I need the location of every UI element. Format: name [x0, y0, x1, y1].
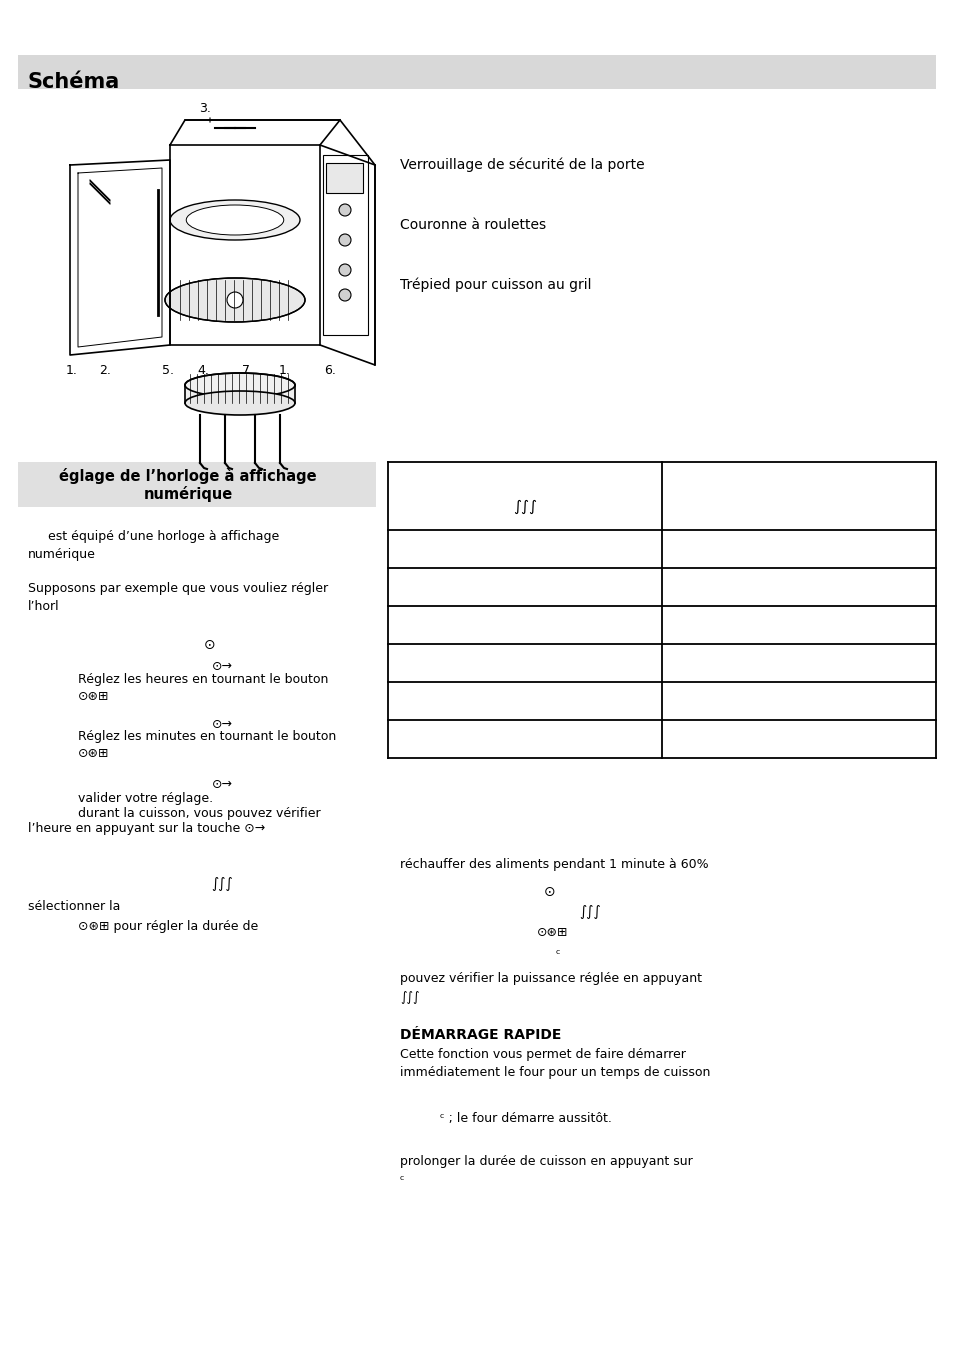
Text: 1.: 1.	[66, 363, 78, 376]
Text: Supposons par exemple que vous vouliez régler
l’horl: Supposons par exemple que vous vouliez r…	[28, 582, 328, 613]
Text: Couronne à roulettes: Couronne à roulettes	[399, 218, 545, 232]
Ellipse shape	[185, 372, 294, 397]
Text: Réglez les heures en tournant le bouton: Réglez les heures en tournant le bouton	[78, 673, 328, 686]
Bar	[326, 162, 363, 194]
Bar	[18, 462, 375, 506]
Text: ⊙: ⊙	[204, 638, 215, 653]
Circle shape	[338, 204, 351, 217]
Circle shape	[338, 288, 351, 301]
Ellipse shape	[165, 278, 305, 322]
Text: ⊙→: ⊙→	[212, 659, 233, 673]
Bar	[185, 385, 294, 403]
Text: 3.: 3.	[199, 102, 211, 115]
Text: 5.: 5.	[162, 363, 173, 376]
Text: 2.: 2.	[99, 363, 111, 376]
Text: 1.: 1.	[279, 363, 291, 376]
Text: prolonger la durée de cuisson en appuyant sur
ᶜ: prolonger la durée de cuisson en appuyan…	[399, 1155, 692, 1187]
Text: ⊙→: ⊙→	[212, 779, 233, 791]
Text: Réglez les minutes en tournant le bouton: Réglez les minutes en tournant le bouton	[78, 730, 335, 743]
Text: DÉMARRAGE RAPIDE: DÉMARRAGE RAPIDE	[399, 1028, 560, 1043]
Text: 6.: 6.	[324, 363, 335, 376]
Text: numérique: numérique	[143, 486, 233, 502]
Text: églage de l’horloge à affichage: églage de l’horloge à affichage	[59, 468, 316, 483]
Text: ∫∫∫: ∫∫∫	[578, 904, 600, 919]
Text: ᶜ: ᶜ	[555, 948, 559, 961]
Text: ⊙: ⊙	[543, 886, 556, 899]
Text: pouvez vérifier la puissance réglée en appuyant
∫∫∫: pouvez vérifier la puissance réglée en a…	[399, 972, 701, 1005]
Text: ⊙⊛⊞: ⊙⊛⊞	[78, 747, 110, 760]
Circle shape	[227, 292, 243, 307]
Text: Trépied pour cuisson au gril: Trépied pour cuisson au gril	[399, 278, 591, 292]
Circle shape	[338, 264, 351, 276]
Text: ᶜ ; le four démarre aussitôt.: ᶜ ; le four démarre aussitôt.	[439, 1112, 611, 1125]
Text: ∫∫∫: ∫∫∫	[211, 877, 233, 891]
Text: est équipé d’une horloge à affichage
numérique: est équipé d’une horloge à affichage num…	[28, 529, 279, 561]
Text: durant la cuisson, vous pouvez vérifier: durant la cuisson, vous pouvez vérifier	[78, 807, 320, 821]
Text: ⊙→: ⊙→	[212, 718, 233, 731]
Text: ∫∫∫: ∫∫∫	[513, 500, 537, 515]
Text: valider votre réglage.: valider votre réglage.	[78, 792, 213, 806]
Text: 4.: 4.	[197, 363, 209, 376]
Text: ⊙⊛⊞: ⊙⊛⊞	[537, 926, 568, 940]
Text: réchauffer des aliments pendant 1 minute à 60%: réchauffer des aliments pendant 1 minute…	[399, 858, 708, 871]
Ellipse shape	[170, 200, 299, 240]
Text: ⊙⊛⊞ pour régler la durée de: ⊙⊛⊞ pour régler la durée de	[78, 919, 258, 933]
Text: Schéma: Schéma	[28, 72, 120, 92]
Text: ⊙⊛⊞: ⊙⊛⊞	[78, 691, 110, 703]
Text: Cette fonction vous permet de faire démarrer
immédiatement le four pour un temps: Cette fonction vous permet de faire déma…	[399, 1048, 710, 1079]
Ellipse shape	[185, 391, 294, 414]
Bar	[18, 56, 935, 89]
Text: sélectionner la: sélectionner la	[28, 900, 120, 913]
Circle shape	[338, 234, 351, 246]
Bar	[323, 154, 368, 334]
Text: 7.: 7.	[242, 363, 253, 376]
Text: Verrouillage de sécurité de la porte: Verrouillage de sécurité de la porte	[399, 158, 644, 172]
Text: l’heure en appuyant sur la touche ⊙→: l’heure en appuyant sur la touche ⊙→	[28, 822, 265, 835]
Ellipse shape	[186, 204, 283, 236]
